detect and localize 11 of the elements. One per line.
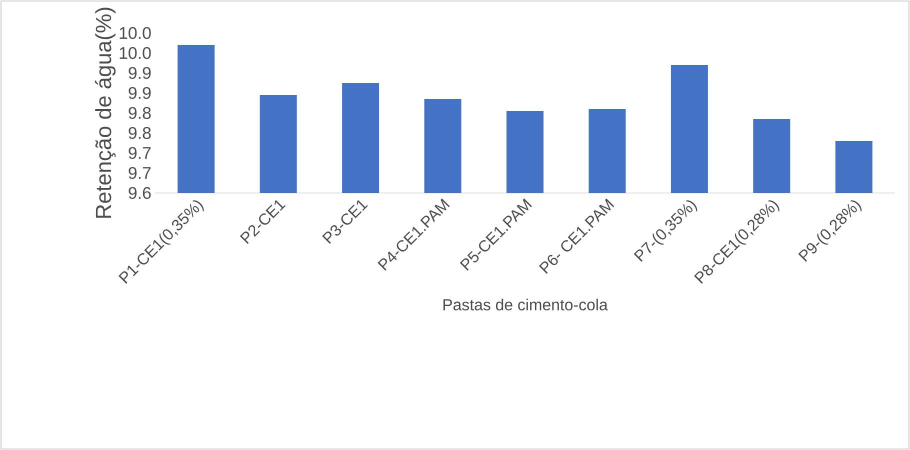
- y-tick-label: 10.0: [120, 46, 151, 59]
- y-tick-label: 9.6: [128, 186, 151, 199]
- y-tick-label: 9.7: [128, 166, 151, 179]
- y-tick-label: 9.8: [128, 106, 151, 119]
- x-axis-title: Pastas de cimento-cola: [443, 298, 608, 310]
- y-tick-label: 9.9: [128, 66, 151, 79]
- y-tick-label: 10.0: [120, 26, 151, 39]
- y-tick-label: 9.9: [128, 86, 151, 99]
- y-axis-title: Retenção de água(%): [94, 8, 116, 218]
- y-tick-label: 9.7: [128, 146, 151, 159]
- y-tick-label: 9.8: [128, 126, 151, 139]
